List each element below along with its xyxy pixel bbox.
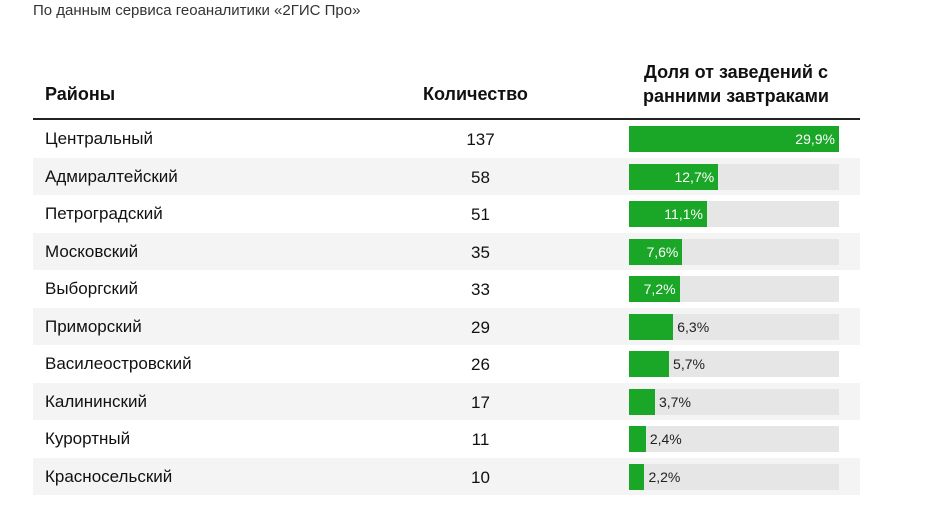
count-value: 26 bbox=[471, 355, 490, 374]
bar-track: 7,2% bbox=[629, 276, 839, 302]
share-bar bbox=[629, 426, 646, 452]
share-bar bbox=[629, 163, 719, 190]
share-label: 12,7% bbox=[674, 168, 715, 185]
table-body: Центральный 137 29,9% Адмиралтейский 58 12,7%… bbox=[33, 120, 860, 495]
bar-track: 2,2% bbox=[629, 463, 839, 490]
count-value: 33 bbox=[471, 280, 490, 299]
share-label: 29,9% bbox=[795, 131, 835, 147]
bar-track: 3,7% bbox=[629, 388, 839, 415]
table-row: Петроградский 51 11,1% bbox=[33, 195, 860, 233]
share-label: 2,4% bbox=[649, 431, 682, 447]
bar-track: 7,6% bbox=[629, 238, 839, 265]
bar-track: 12,7% bbox=[629, 163, 839, 190]
table-row: Красносельский 10 2,2% bbox=[33, 457, 860, 495]
bar-track: 6,3% bbox=[629, 313, 839, 340]
count-value: 29 bbox=[471, 317, 490, 337]
share-label: 2,2% bbox=[648, 468, 681, 485]
district-name: Московский bbox=[45, 241, 139, 261]
district-name: Красносельский bbox=[45, 466, 173, 486]
share-label: 5,7% bbox=[673, 356, 705, 372]
share-bar bbox=[629, 463, 645, 490]
share-bar bbox=[629, 388, 655, 415]
count-value: 11 bbox=[471, 430, 490, 449]
share-label: 7,6% bbox=[646, 243, 679, 260]
district-name: Курортный bbox=[45, 429, 131, 448]
share-label: 3,7% bbox=[658, 393, 691, 410]
share-bar bbox=[629, 238, 683, 265]
district-name: Центральный bbox=[45, 129, 153, 148]
share-label: 11,1% bbox=[664, 206, 703, 222]
district-name: Приморский bbox=[45, 316, 142, 336]
count-value: 10 bbox=[471, 467, 490, 487]
table-row: Курортный 11 2,4% bbox=[33, 420, 860, 458]
bar-track: 2,4% bbox=[629, 426, 839, 452]
bar-track: 11,1% bbox=[629, 201, 839, 227]
bar-track: 29,9% bbox=[629, 126, 839, 152]
column-header-district: Районы bbox=[45, 84, 116, 104]
column-header-share: Доля от заведений с ранними завтраками bbox=[643, 62, 829, 106]
count-value: 137 bbox=[466, 130, 495, 149]
table-row: Василеостровский 26 5,7% bbox=[33, 345, 860, 383]
share-bar bbox=[629, 313, 674, 340]
table-row: Центральный 137 29,9% bbox=[33, 120, 860, 158]
district-name: Василеостровский bbox=[45, 354, 192, 373]
count-value: 51 bbox=[471, 205, 490, 224]
column-header-count: Количество bbox=[423, 84, 528, 104]
table-row: Адмиралтейский 58 12,7% bbox=[33, 157, 860, 195]
share-bar bbox=[629, 351, 670, 377]
table-row: Калининский 17 3,7% bbox=[33, 382, 860, 420]
share-label: 6,3% bbox=[677, 318, 710, 335]
bar-track: 5,7% bbox=[629, 351, 839, 377]
count-value: 35 bbox=[471, 242, 490, 262]
subtitle: По данным сервиса геоаналитики «2ГИС Про… bbox=[33, 2, 361, 19]
count-value: 58 bbox=[471, 167, 490, 187]
share-bar bbox=[629, 276, 680, 302]
share-label: 7,2% bbox=[643, 281, 676, 297]
district-name: Адмиралтейский bbox=[45, 166, 178, 186]
table-row: Выборгский 33 7,2% bbox=[33, 270, 860, 308]
share-bar bbox=[629, 126, 839, 152]
table-row: Московский 35 7,6% bbox=[33, 232, 860, 270]
share-bar bbox=[629, 201, 707, 227]
district-name: Петроградский bbox=[45, 204, 163, 223]
district-name: Выборгский bbox=[45, 279, 138, 298]
table-row: Приморский 29 6,3% bbox=[33, 307, 860, 345]
district-name: Калининский bbox=[45, 391, 147, 411]
count-value: 17 bbox=[471, 392, 490, 412]
table-header: Районы Количество Доля от заведений с ра… bbox=[33, 58, 860, 120]
